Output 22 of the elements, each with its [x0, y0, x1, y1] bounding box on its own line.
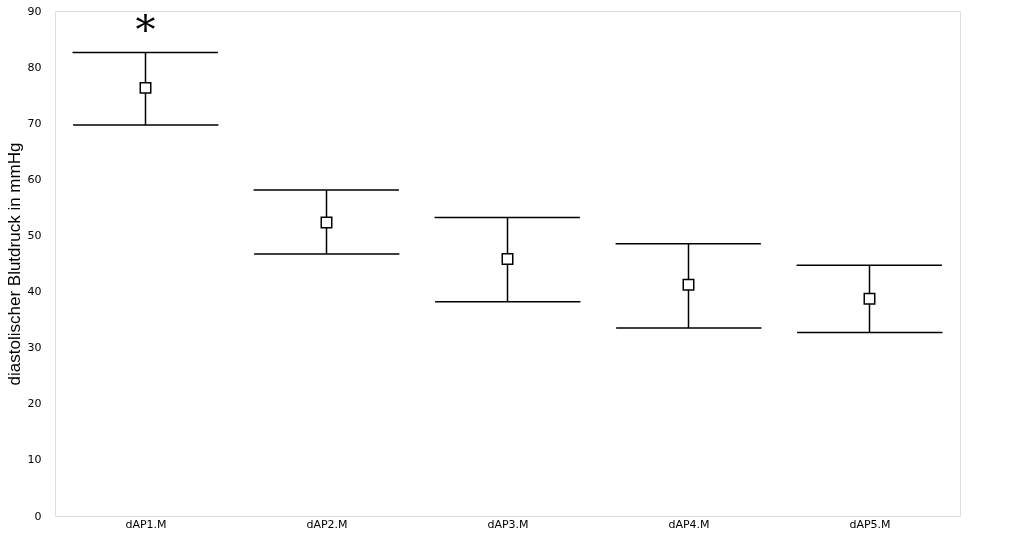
point — [139, 81, 152, 94]
x-tick-label: dAP3.M — [487, 517, 529, 531]
x-tick-label: dAP1.M — [125, 517, 167, 531]
y-tick-label: 40 — [27, 285, 42, 299]
y-axis-title: diastolischer Blutdruck in mmHg — [4, 142, 24, 386]
x-tick-label: dAP5.M — [849, 517, 891, 531]
y-tick-label: 80 — [27, 60, 42, 74]
y-tick-label: 60 — [27, 172, 42, 186]
y-tick-label: 20 — [27, 397, 42, 411]
y-tick-label: 0 — [34, 509, 42, 523]
y-tick-label: 90 — [27, 4, 42, 18]
y-tick-label: 30 — [27, 341, 42, 355]
y-tick-label: 70 — [27, 116, 42, 130]
y-tick-label: 50 — [27, 228, 42, 242]
annotation: * — [135, 5, 156, 52]
point — [320, 216, 333, 229]
y-tick-label: 10 — [27, 453, 42, 467]
point — [863, 292, 876, 305]
x-tick-label: dAP4.M — [668, 517, 710, 531]
point — [501, 253, 514, 266]
point — [682, 278, 695, 291]
x-tick-label: dAP2.M — [306, 517, 348, 531]
